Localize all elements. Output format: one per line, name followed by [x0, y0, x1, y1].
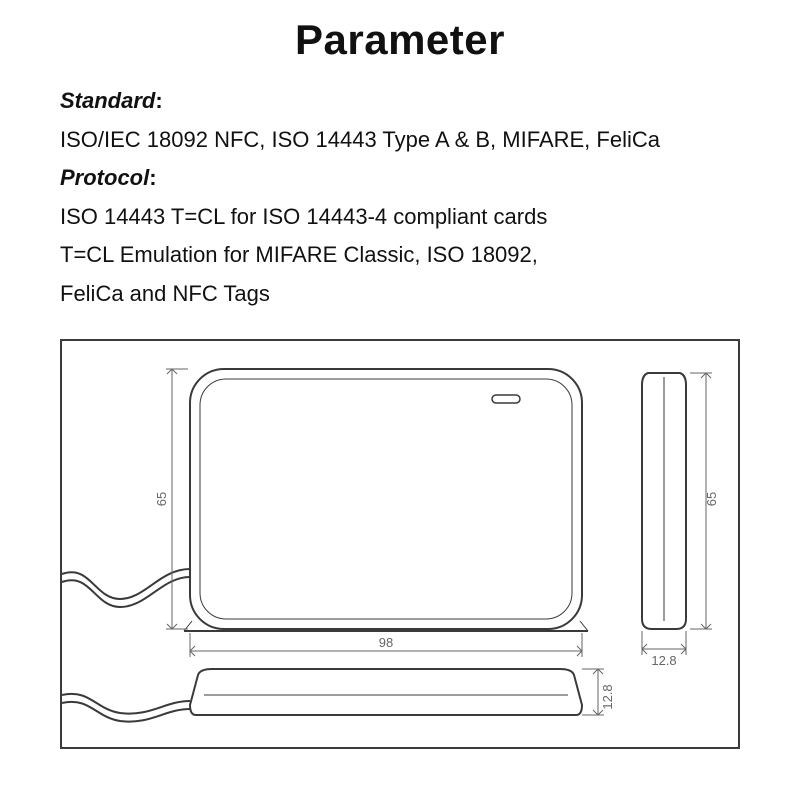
protocol-line-1: ISO 14443 T=CL for ISO 14443-4 compliant…: [60, 198, 740, 237]
standard-value: ISO/IEC 18092 NFC, ISO 14443 Type A & B,…: [60, 121, 740, 160]
page-title: Parameter: [60, 16, 740, 64]
protocol-line-2: T=CL Emulation for MIFARE Classic, ISO 1…: [60, 236, 740, 275]
protocol-line-3: FeliCa and NFC Tags: [60, 275, 740, 314]
svg-text:12.8: 12.8: [600, 684, 615, 709]
svg-text:98: 98: [379, 635, 393, 650]
svg-text:12.8: 12.8: [651, 653, 676, 668]
dimension-diagram: 98 65 65 12.8 12.8: [60, 339, 740, 749]
protocol-label: Protocol: [60, 165, 157, 190]
svg-text:65: 65: [704, 492, 719, 506]
svg-text:65: 65: [154, 492, 169, 506]
standard-label: Standard: [60, 88, 163, 113]
spec-block: Standard ISO/IEC 18092 NFC, ISO 14443 Ty…: [60, 82, 740, 313]
technical-drawing-svg: 98 65 65 12.8 12.8: [60, 339, 740, 749]
